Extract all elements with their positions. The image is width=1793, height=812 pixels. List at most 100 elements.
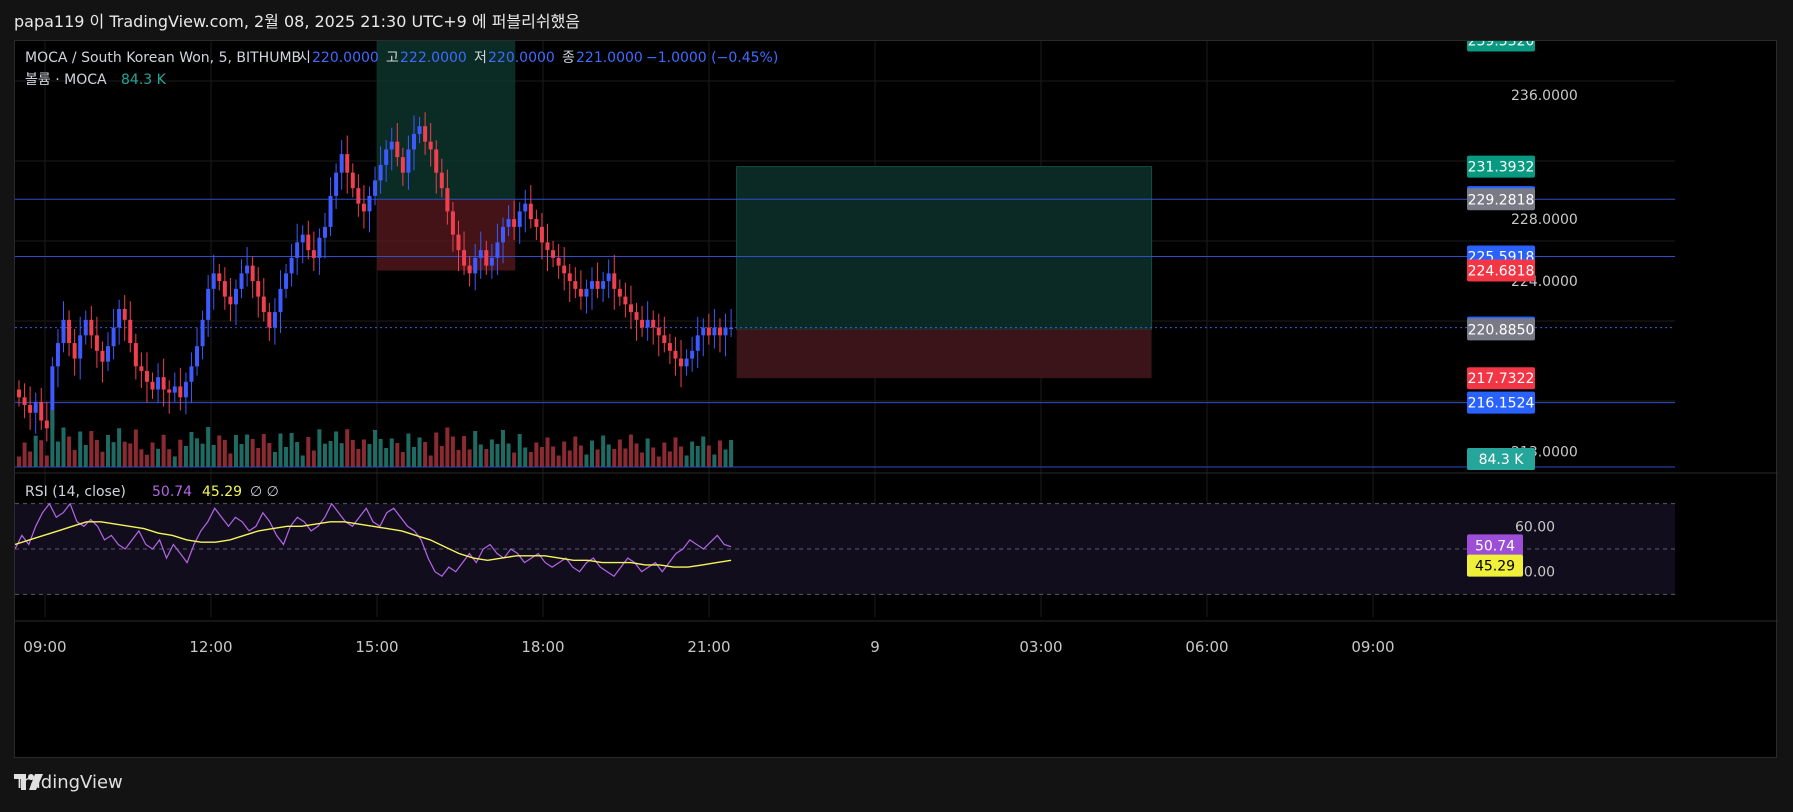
- volume-bar: [384, 448, 389, 467]
- volume-bar: [295, 442, 300, 467]
- price-tag-label: 216.1524: [1468, 396, 1535, 412]
- candle-body: [656, 327, 661, 336]
- volume-bar: [334, 431, 339, 467]
- candles: [17, 112, 734, 446]
- volume-bar: [172, 456, 177, 467]
- candle-body: [328, 195, 333, 227]
- candle-body: [645, 319, 650, 328]
- volume-bar: [133, 429, 138, 467]
- volume-bar: [428, 455, 433, 467]
- candle-body: [206, 288, 211, 320]
- volume-bar: [217, 435, 222, 467]
- volume-bar: [567, 450, 572, 467]
- volume-bar: [712, 454, 717, 467]
- candle-body: [417, 126, 422, 134]
- candle-body: [228, 296, 233, 305]
- candle-body: [222, 281, 227, 297]
- volume-bar: [111, 442, 116, 467]
- footer[interactable]: TradingView: [14, 772, 123, 793]
- candle-body: [628, 304, 633, 313]
- legend-l_value: 220.0000: [488, 50, 555, 66]
- volume-bar: [656, 456, 661, 467]
- volume-bar: [528, 452, 533, 467]
- volume-bar: [723, 449, 728, 467]
- candle-body: [551, 250, 556, 258]
- rsi-axis-tick: 60.00: [1515, 519, 1555, 535]
- candle-body: [445, 188, 450, 212]
- candle-body: [662, 335, 667, 344]
- candle-body: [545, 242, 550, 251]
- volume-bar: [551, 446, 556, 467]
- candle-body: [72, 343, 77, 359]
- volume-bar: [501, 430, 506, 467]
- price-tag: [1467, 391, 1535, 414]
- volume-bar: [545, 437, 550, 467]
- publish-header: papa119 이 TradingView.com, 2월 08, 2025 2…: [14, 12, 581, 31]
- volume-bar: [183, 446, 188, 467]
- long-stop-zone: [736, 329, 1152, 379]
- time-axis-label: 18:00: [521, 638, 564, 656]
- volume-bar: [345, 429, 350, 467]
- volume-bar: [83, 445, 88, 467]
- volume-bar: [139, 449, 144, 467]
- candle-body: [195, 346, 200, 367]
- volume-bar: [717, 440, 722, 467]
- candle-body: [400, 157, 405, 173]
- volume-bar: [206, 427, 211, 467]
- price-tag: [1467, 448, 1535, 470]
- volume-bar: [439, 446, 444, 467]
- volume-bar: [339, 443, 344, 467]
- volume-bar: [278, 433, 283, 467]
- time-axis-label: 9: [870, 638, 880, 656]
- chart-frame[interactable]: MOCA / South Korean Won, 5, BITHUMB 시 220.…: [14, 40, 1778, 759]
- volume-bar: [28, 451, 33, 467]
- price-tag: [1467, 259, 1535, 282]
- volume-bar: [239, 444, 244, 467]
- candle-body: [462, 250, 467, 266]
- volume-bar: [645, 438, 650, 467]
- volume-bar: [356, 449, 361, 467]
- long-target-zone: [736, 166, 1153, 330]
- volume-bar: [662, 442, 667, 467]
- candle-body: [373, 180, 378, 196]
- time-axis-label: 06:00: [1185, 638, 1228, 656]
- candle-body: [100, 350, 105, 362]
- volume-bar: [50, 410, 55, 467]
- candle-body: [601, 281, 606, 289]
- rsi-value: 50.74: [152, 484, 192, 500]
- volume-bar: [89, 431, 94, 467]
- candle-body: [367, 195, 372, 212]
- volume-bar: [55, 441, 60, 467]
- candle-body: [94, 335, 99, 351]
- candle-body: [350, 172, 355, 189]
- candle-body: [729, 327, 734, 330]
- volume-bar: [601, 435, 606, 467]
- legend-l_label: 저: [474, 50, 487, 66]
- candle-body: [590, 281, 595, 289]
- candle-body: [61, 319, 66, 344]
- candle-body: [356, 188, 361, 204]
- candle-body: [250, 265, 255, 282]
- tradingview-logo-icon[interactable]: [14, 772, 44, 792]
- price-tag-label: 217.7322: [1468, 371, 1535, 387]
- legend-volume-label: 볼륨 · MOCA: [25, 72, 107, 88]
- candle-body: [534, 219, 539, 227]
- volume-bar: [578, 445, 583, 467]
- volume-bar: [562, 441, 567, 467]
- volume-bar: [222, 440, 227, 467]
- volume-bar: [300, 455, 305, 467]
- candle-body: [623, 296, 628, 305]
- candle-body: [150, 381, 155, 390]
- volume-bar: [411, 447, 416, 467]
- candle-body: [122, 308, 127, 320]
- candle-body: [211, 273, 216, 289]
- candle-body: [434, 149, 439, 173]
- volume-bar: [556, 455, 561, 467]
- time-axis-label: 09:00: [23, 638, 66, 656]
- volume-bar: [495, 444, 500, 467]
- price-tag-label: 229.2818: [1468, 192, 1535, 208]
- price-tag: [1467, 188, 1535, 211]
- volume-bar: [94, 440, 99, 467]
- volume-bar: [289, 433, 294, 467]
